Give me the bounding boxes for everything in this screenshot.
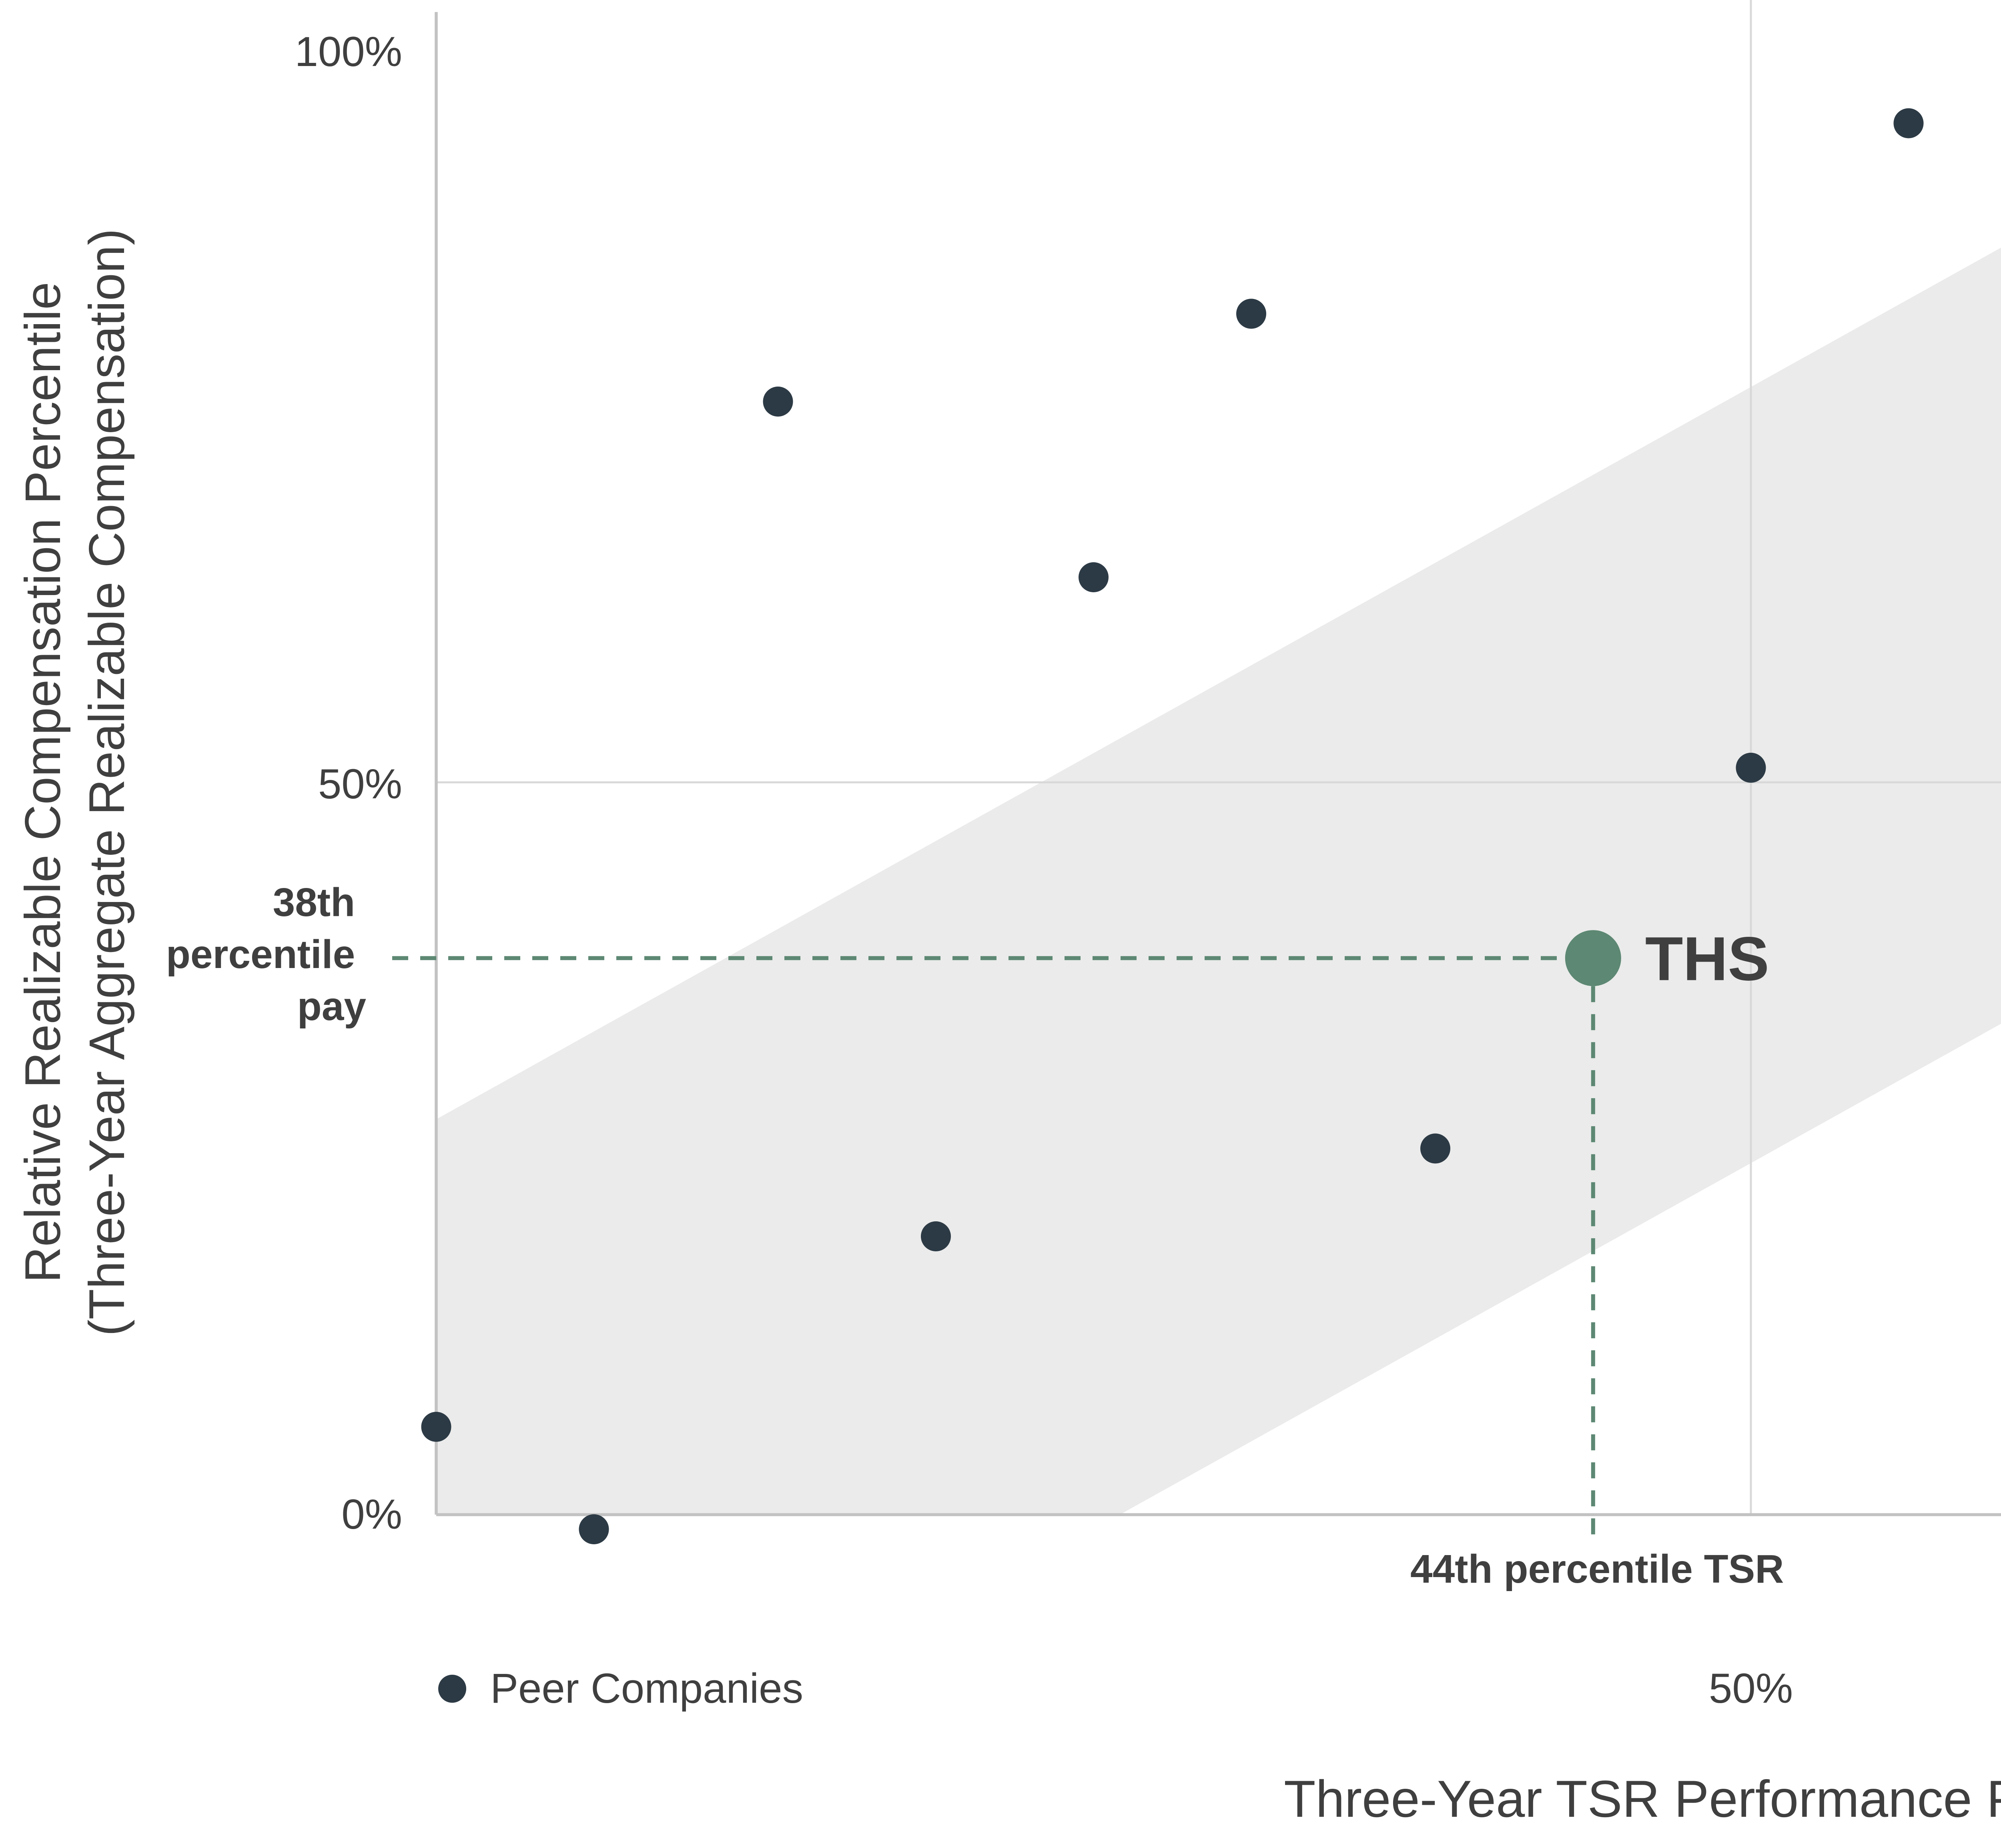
ths-marker (1565, 930, 1621, 986)
x-tick-50: 50% (1709, 1665, 1793, 1712)
peer-dot (921, 1221, 951, 1252)
peer-dot (1736, 753, 1766, 783)
peer-dot (763, 387, 793, 417)
y-axis-title-line2: (Three-Year Aggregate Realizable Compens… (79, 228, 135, 1336)
pay-annotation: 38th percentile pay (166, 880, 367, 1029)
peer-dot (1079, 562, 1109, 592)
peer-dot (579, 1514, 609, 1544)
ths-label: THS (1645, 924, 1769, 993)
y-axis-title-line1: Relative Realizable Compensation Percent… (15, 282, 71, 1283)
legend: Peer Companies (438, 1665, 803, 1712)
legend-label: Peer Companies (490, 1665, 803, 1712)
peer-dots-group (421, 108, 1924, 1544)
y-tick-0: 0% (341, 1491, 402, 1538)
y-tick-50: 50% (318, 761, 402, 808)
pay-annotation-line3: pay (297, 984, 367, 1029)
x-axis-title: Three-Year TSR Performance Percentile (1284, 1770, 2001, 1828)
pay-annotation-line2: percentile (166, 932, 355, 977)
legend-peer-dot-icon (438, 1675, 466, 1703)
peer-dot (421, 1412, 451, 1442)
y-tick-100: 100% (295, 28, 402, 75)
peer-dot (1893, 108, 1924, 138)
peer-dot (1420, 1133, 1450, 1164)
alignment-band (436, 247, 2001, 1515)
peer-dot (1236, 299, 1266, 329)
pay-annotation-line1: 38th (273, 880, 355, 925)
tsr-annotation: 44th percentile TSR (1410, 1547, 1784, 1591)
